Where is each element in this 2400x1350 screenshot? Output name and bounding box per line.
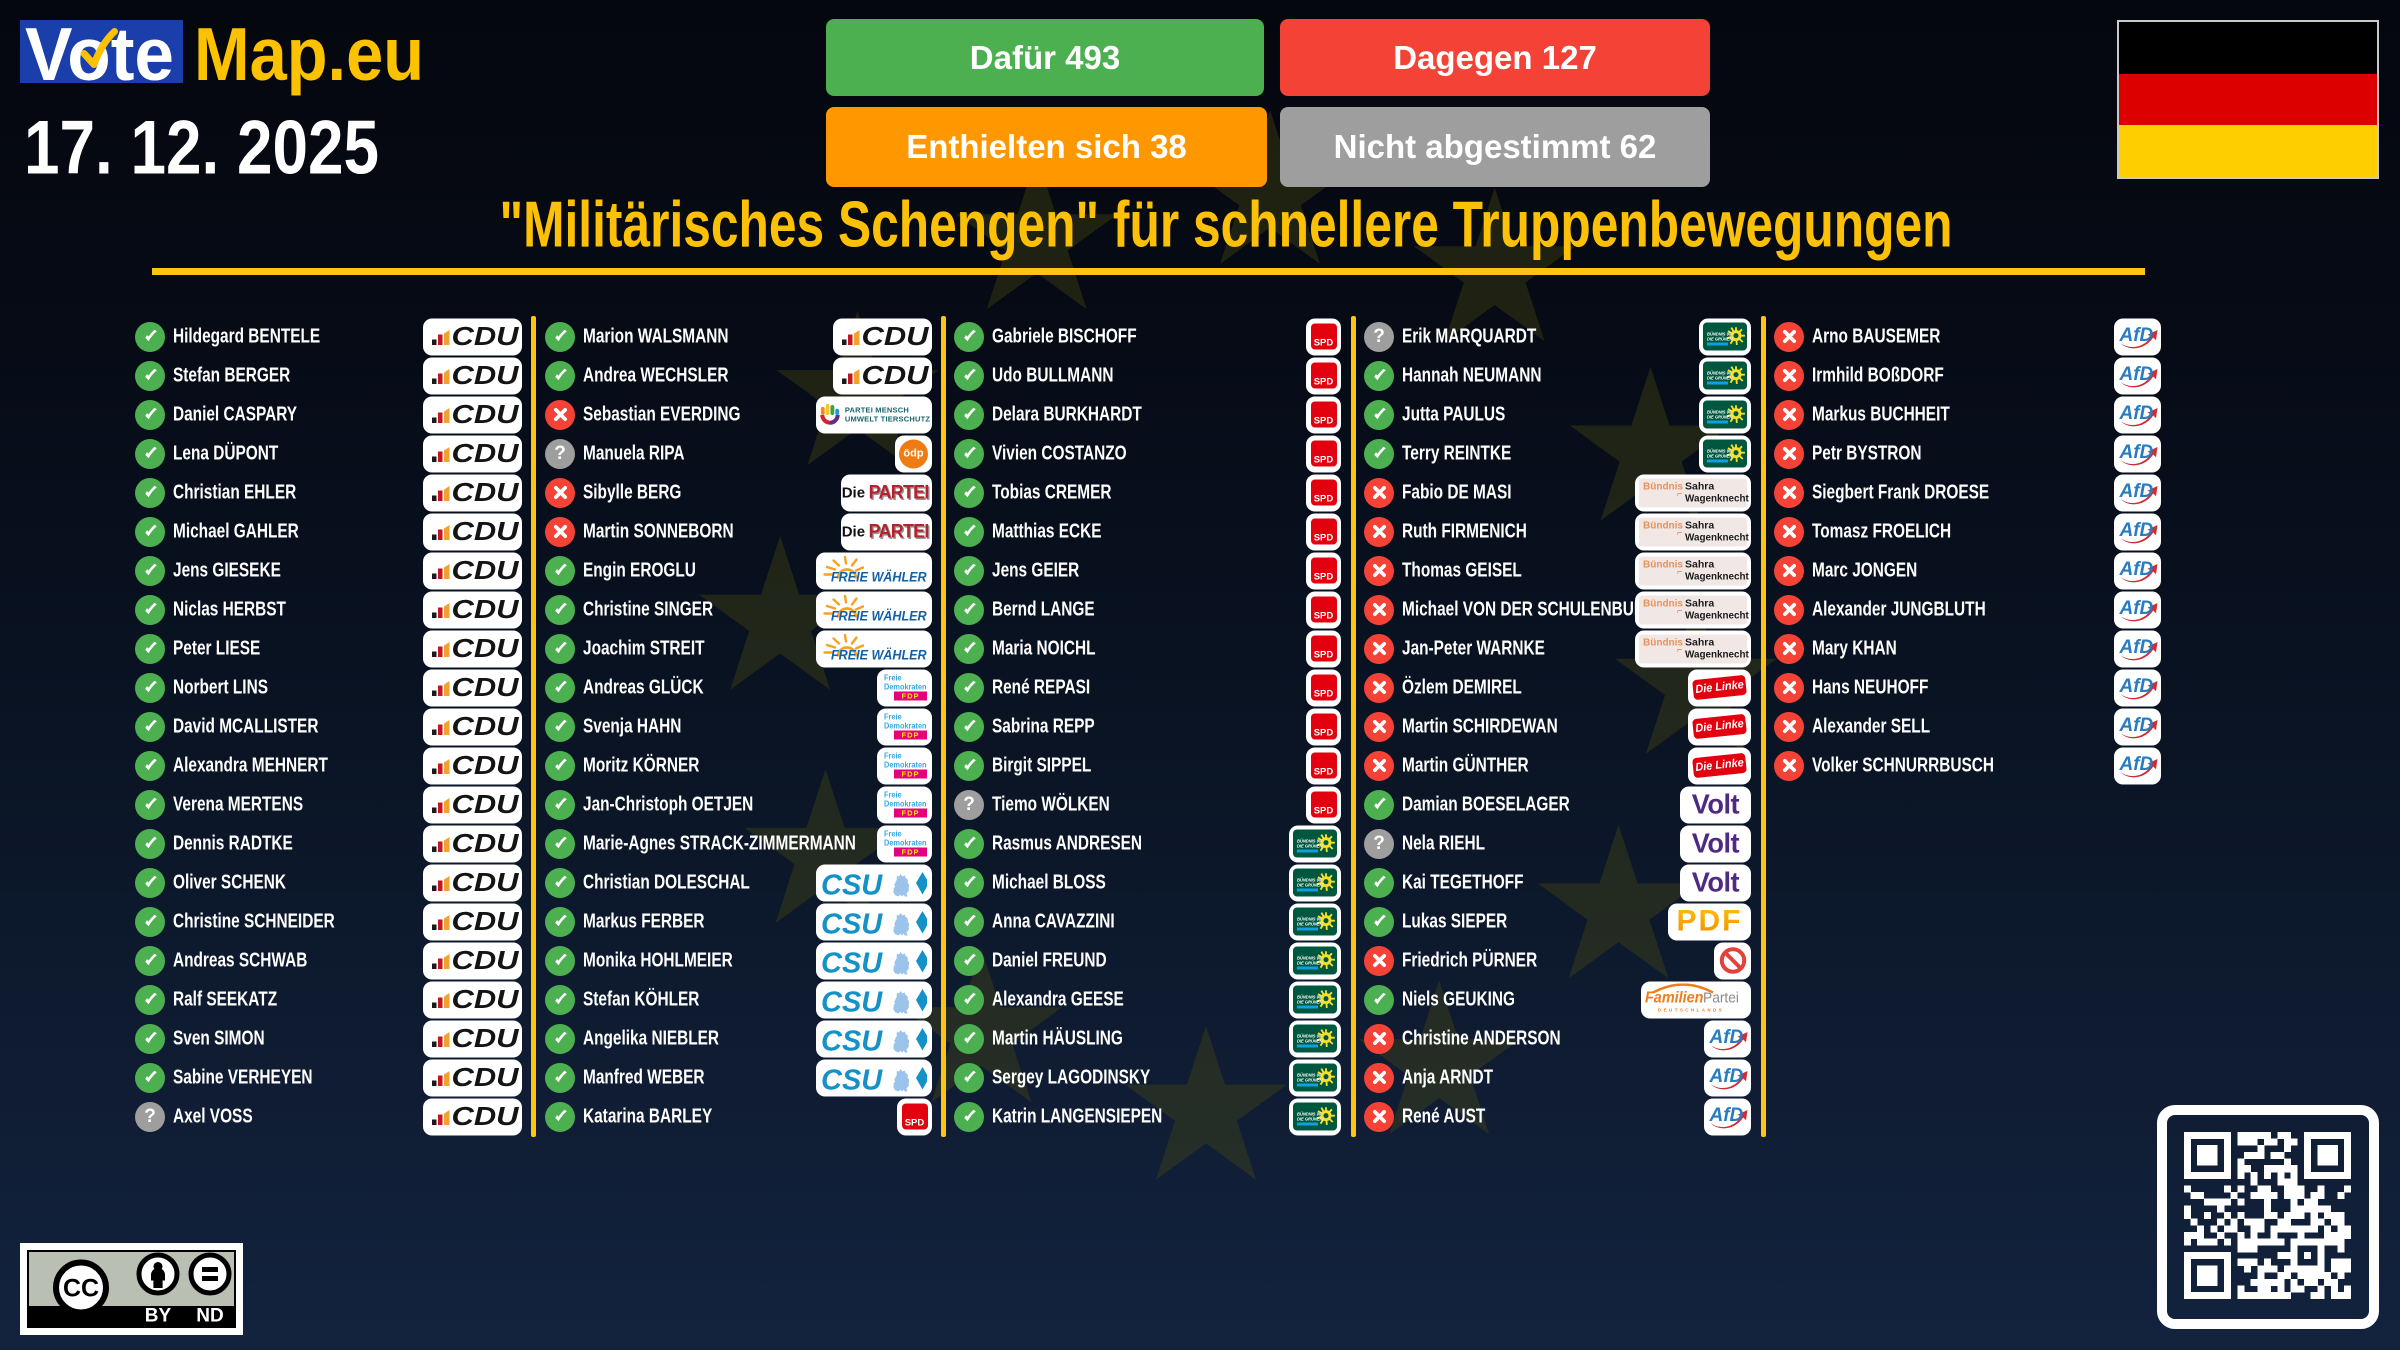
svg-text:CDU: CDU xyxy=(862,324,930,349)
svg-text:CDU: CDU xyxy=(452,480,520,505)
svg-text:CDU: CDU xyxy=(452,558,520,583)
svg-text:CSU: CSU xyxy=(821,1025,883,1054)
svg-text:CDU: CDU xyxy=(452,792,520,817)
svg-text:AfD: AfD xyxy=(1708,1027,1743,1048)
svg-text:AfD: AfD xyxy=(2118,481,2153,502)
svg-text:CDU: CDU xyxy=(452,441,520,466)
svg-text:Map.eu: Map.eu xyxy=(194,12,424,96)
svg-text:CDU: CDU xyxy=(452,870,520,895)
svg-text:CDU: CDU xyxy=(452,675,520,700)
svg-text:AfD: AfD xyxy=(2118,364,2153,385)
svg-text:CDU: CDU xyxy=(452,402,520,427)
svg-text:CDU: CDU xyxy=(452,714,520,739)
svg-text:CDU: CDU xyxy=(452,324,520,349)
svg-text:CSU: CSU xyxy=(821,1064,883,1093)
svg-text:ND: ND xyxy=(196,1306,223,1327)
svg-text:AfD: AfD xyxy=(2118,715,2153,736)
svg-text:CSU: CSU xyxy=(821,986,883,1015)
svg-text:CDU: CDU xyxy=(452,948,520,973)
svg-text:CDU: CDU xyxy=(452,1026,520,1051)
svg-text:CSU: CSU xyxy=(821,947,883,976)
svg-text:CDU: CDU xyxy=(452,1065,520,1090)
svg-text:AfD: AfD xyxy=(2118,754,2153,775)
svg-text:AfD: AfD xyxy=(1708,1066,1743,1087)
svg-text:CDU: CDU xyxy=(452,753,520,778)
svg-text:AfD: AfD xyxy=(2118,598,2153,619)
svg-text:AfD: AfD xyxy=(2118,520,2153,541)
svg-text:AfD: AfD xyxy=(2118,637,2153,658)
svg-text:CDU: CDU xyxy=(452,987,520,1012)
svg-text:AfD: AfD xyxy=(2118,676,2153,697)
svg-text:CC: CC xyxy=(63,1275,99,1303)
svg-text:CDU: CDU xyxy=(452,1104,520,1129)
svg-text:CDU: CDU xyxy=(452,636,520,661)
svg-text:BY: BY xyxy=(145,1306,172,1327)
svg-text:CSU: CSU xyxy=(821,908,883,937)
svg-text:CDU: CDU xyxy=(452,909,520,934)
svg-text:AfD: AfD xyxy=(2118,403,2153,424)
svg-text:"Militärisches Schengen" für s: "Militärisches Schengen" für schnellere … xyxy=(500,188,1953,261)
svg-text:CDU: CDU xyxy=(452,597,520,622)
svg-text:AfD: AfD xyxy=(2118,442,2153,463)
svg-text:CSU: CSU xyxy=(821,869,883,898)
svg-text:CDU: CDU xyxy=(862,363,930,388)
svg-text:17. 12. 2025: 17. 12. 2025 xyxy=(24,106,379,191)
svg-text:AfD: AfD xyxy=(2118,325,2153,346)
svg-text:CDU: CDU xyxy=(452,519,520,544)
svg-text:AfD: AfD xyxy=(1708,1105,1743,1126)
svg-text:CDU: CDU xyxy=(452,363,520,388)
svg-text:CDU: CDU xyxy=(452,831,520,856)
svg-text:AfD: AfD xyxy=(2118,559,2153,580)
